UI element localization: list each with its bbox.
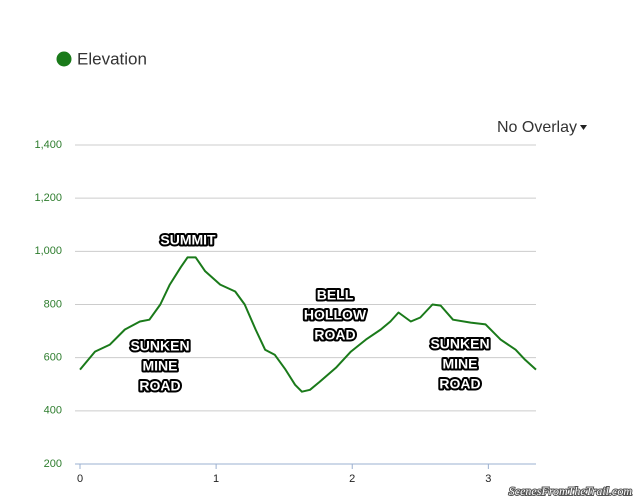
y-tick-label: 800	[44, 298, 62, 310]
watermark: ScenesFromTheTrail.com	[509, 484, 633, 498]
annotation: BELL HOLLOW ROAD	[302, 285, 369, 345]
y-tick-label: 1,400	[34, 139, 62, 151]
y-tick-label: 1,000	[34, 245, 62, 257]
annotation: SUNKEN MINE ROAD	[428, 334, 491, 394]
y-tick-label: 600	[44, 352, 62, 364]
elevation-line	[79, 256, 537, 393]
legend-marker	[56, 51, 72, 67]
y-tick-label: 1,200	[34, 192, 62, 204]
annotation-text: SUNKEN	[430, 336, 489, 352]
annotation: SUMMIT	[158, 230, 218, 250]
annotation-text: MINE	[443, 356, 478, 372]
x-tick-label: 3	[485, 473, 491, 485]
annotation-text: SUNKEN	[130, 338, 189, 354]
dropdown-arrow[interactable]	[580, 125, 587, 130]
overlay-menu-label[interactable]: No Overlay	[497, 119, 577, 136]
annotation-text: BELL	[317, 287, 354, 303]
overlay-menu[interactable]: No Overlay	[497, 119, 587, 136]
annotation-text: MINE	[143, 358, 178, 374]
annotation-text: ROAD	[139, 378, 180, 394]
x-tick-label: 2	[349, 473, 355, 485]
y-tick-label: 200	[44, 458, 62, 470]
annotation-text: SUMMIT	[160, 232, 216, 248]
annotation-text: ROAD	[314, 327, 355, 343]
y-tick-label: 400	[44, 405, 62, 417]
x-tick-label: 1	[213, 473, 219, 485]
x-tick-label: 0	[77, 473, 83, 485]
legend-label[interactable]: Elevation	[77, 49, 147, 68]
annotation: SUNKEN MINE ROAD	[128, 336, 191, 396]
annotation-text: ROAD	[439, 376, 480, 392]
annotation-text: HOLLOW	[304, 307, 367, 323]
